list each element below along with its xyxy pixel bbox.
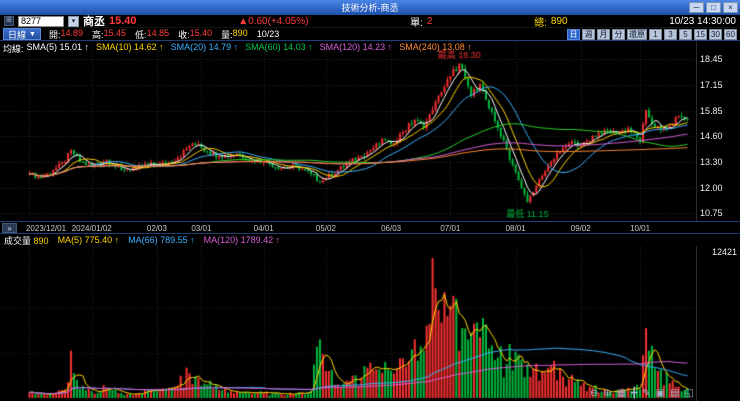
save-icon[interactable]: ▣	[655, 388, 666, 399]
price-change: ▲0.60(+4.05%)	[238, 15, 309, 27]
window-controls: ─ □ ×	[689, 2, 738, 13]
sma-120-value: SMA(120) 14.23 ↑	[319, 42, 393, 52]
title-bar: 技術分析-商丞 ─ □ ×	[0, 0, 740, 15]
price-chart-pane: 均線: SMA(5) 15.01 ↑ SMA(10) 14.62 ↑ SMA(2…	[0, 41, 740, 222]
price-axis-label: 10.75	[700, 208, 723, 218]
symbol-dropdown-icon[interactable]: ▾	[68, 15, 79, 27]
single-volume-label: 單:	[410, 17, 423, 29]
expand-icon[interactable]: ◱	[684, 388, 694, 399]
date-axis-label: 04/01	[253, 224, 274, 233]
sma-header: 均線: SMA(5) 15.01 ↑ SMA(10) 14.62 ↑ SMA(2…	[3, 42, 472, 55]
period-button-1[interactable]: 1	[649, 28, 662, 40]
quote-bar: ⊞ ▾ 商丞 15.40 ▲0.60(+4.05%) 單:2 總:890 10/…	[0, 13, 740, 29]
period-button-60[interactable]: 60	[724, 28, 737, 40]
total-volume-value: 890	[550, 15, 568, 27]
period-dropdown[interactable]: 日線 ▼	[3, 28, 41, 40]
low-label: 低:	[135, 29, 147, 40]
price-axis-label: 14.60	[700, 131, 723, 141]
date-axis-label: 2023/12/01	[25, 224, 67, 233]
sma-20-value: SMA(20) 14.79 ↑	[170, 42, 239, 52]
expand-panel-button[interactable]: »	[2, 223, 17, 233]
sma-header-label: 均線:	[3, 44, 24, 54]
chart-toolbar: 日線 ▼ 開: 14.89 高: 15.45 低: 14.85 收: 15.40 量: 8…	[0, 28, 740, 41]
date-axis-label: 06/03	[381, 224, 402, 233]
price-axis-label: 15.85	[700, 106, 723, 116]
volume-axis-max: 12421	[711, 247, 737, 257]
chart-grid-icon[interactable]: ▦	[616, 388, 627, 399]
crosshair-icon[interactable]: ╋	[631, 388, 638, 399]
single-volume-value: 2	[426, 15, 433, 27]
period-button-5[interactable]: 5	[679, 28, 692, 40]
single-volume: 單: 2	[410, 14, 432, 29]
volume-chart-pane: 12421 ⊖ ⊕ ▦ ╋ ✎ ▣ ▤ ◱	[0, 246, 740, 401]
print-icon[interactable]: ▤	[670, 388, 680, 399]
period-button-3[interactable]: 3	[664, 28, 677, 40]
ohlc-group: 日線 ▼ 開: 14.89 高: 15.45 低: 14.85 收: 15.40 量: 8…	[3, 28, 286, 41]
volume-value: 890	[232, 27, 248, 38]
total-volume: 總: 890	[534, 14, 567, 29]
price-chart-canvas[interactable]	[0, 41, 695, 222]
volume-axis: 12421	[696, 246, 740, 401]
symbol-menu-icon[interactable]: ⊞	[4, 16, 14, 26]
symbol-input[interactable]	[18, 15, 64, 27]
period-button-30[interactable]: 30	[709, 28, 722, 40]
date-axis-label: 02/03	[146, 224, 167, 233]
date-axis-label: 2024/01/02	[71, 224, 112, 233]
open-label: 開:	[48, 29, 61, 40]
sma-240-value: SMA(240) 13.08 ↑	[399, 42, 472, 52]
open-value: 14.89	[60, 27, 83, 38]
maximize-button[interactable]: □	[706, 2, 721, 13]
close-value: 15.40	[189, 27, 213, 38]
icon-tray: ⊖ ⊕ ▦ ╋ ✎ ▣ ▤ ◱	[590, 388, 694, 399]
period-button-還原[interactable]: 還原	[627, 28, 647, 40]
date-axis-label: 09/02	[570, 224, 591, 233]
vol-ma120-value: MA(120) 1789.42 ↑	[203, 235, 281, 245]
zoom-out-icon[interactable]: ⊖	[589, 388, 599, 399]
period-dropdown-label: 日線	[8, 29, 27, 40]
window-title: 技術分析-商丞	[341, 3, 399, 13]
stock-name: 商丞	[83, 16, 105, 28]
minimize-button[interactable]: ─	[689, 2, 704, 13]
price-axis-label: 18.45	[700, 54, 723, 64]
sma-5-value: SMA(5) 15.01 ↑	[26, 42, 90, 52]
period-button-月[interactable]: 月	[597, 28, 610, 40]
price-axis-label: 13.30	[700, 157, 723, 167]
period-button-日[interactable]: 日	[567, 28, 580, 40]
symbol-group: ⊞ ▾ 商丞 15.40	[4, 13, 137, 29]
sma-60-value: SMA(60) 14.03 ↑	[245, 42, 313, 52]
low-value: 14.85	[146, 27, 170, 38]
period-button-15[interactable]: 15	[694, 28, 707, 40]
period-button-分[interactable]: 分	[612, 28, 625, 40]
vol-ma66-value: MA(66) 789.55 ↑	[128, 235, 195, 245]
vol-ma5-value: MA(5) 775.40 ↑	[57, 235, 120, 245]
zoom-in-icon[interactable]: ⊕	[603, 388, 612, 399]
price-axis: 18.45 17.15 15.85 14.60 13.30 12.00 10.75	[696, 41, 740, 221]
date-axis-label: 08/01	[505, 224, 526, 233]
volume-chart-canvas[interactable]	[0, 246, 695, 401]
draw-icon[interactable]: ✎	[642, 388, 651, 399]
total-volume-label: 總:	[534, 17, 547, 29]
date-axis: » 2023/12/01 2024/01/02 02/03 03/01 04/01 05/…	[0, 222, 740, 234]
period-button-週[interactable]: 週	[582, 28, 595, 40]
close-button[interactable]: ×	[723, 2, 738, 13]
volume-header: 成交量 890 MA(5) 775.40 ↑ MA(66) 789.55 ↑ M…	[0, 234, 740, 246]
high-label: 高:	[92, 29, 104, 40]
volume-pane-label: 成交量	[4, 235, 32, 246]
date-axis-label: 10/01	[630, 224, 651, 233]
period-button-group: 日週月分還原 1 3 5 15 30 60	[567, 28, 737, 40]
price-axis-label: 17.15	[700, 80, 723, 90]
volume-pane-value: 890	[33, 235, 49, 246]
sma-10-value: SMA(10) 14.62 ↑	[96, 42, 164, 52]
date-axis-label: 07/01	[440, 224, 461, 233]
bar-date: 10/23	[256, 29, 280, 39]
price-axis-label: 12.00	[700, 183, 723, 193]
stock-price: 15.40	[109, 15, 137, 27]
high-value: 15.45	[103, 27, 127, 38]
volume-label: 量:	[221, 29, 233, 40]
close-label: 收:	[178, 29, 190, 40]
quote-datetime: 10/23 14:30:00	[669, 15, 736, 27]
date-axis-label: 05/02	[315, 224, 336, 233]
chevron-down-icon: ▼	[29, 30, 36, 38]
date-axis-label: 03/01	[191, 224, 212, 233]
